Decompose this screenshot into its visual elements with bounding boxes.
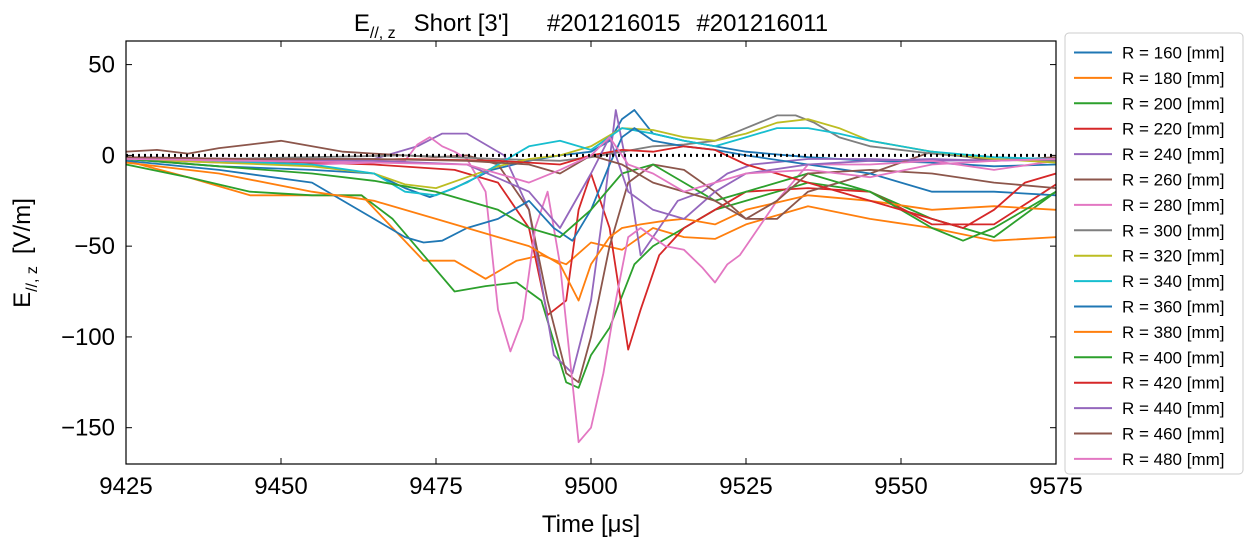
series-line-3: [126, 163, 1056, 389]
series-line-1: [126, 109, 1056, 199]
series-line-5: [126, 109, 1056, 375]
x-tick-label: 9425: [99, 473, 152, 500]
title-shot-2: #201216011: [696, 10, 828, 37]
series-line-4: [126, 156, 1056, 351]
x-axis-label: Time [μs]: [542, 511, 640, 538]
x-tick-label: 9575: [1029, 473, 1082, 500]
series-line-17: [126, 136, 1056, 193]
legend-label: R = 260 [mm]: [1122, 171, 1225, 190]
series-line-7: [126, 136, 1056, 444]
legend-label: R = 180 [mm]: [1122, 69, 1225, 88]
y-axis-label-subscript: //, z: [24, 266, 41, 292]
y-axis-label-unit: [V/m]: [9, 198, 36, 254]
title-symbol-subscript: //, z: [370, 25, 396, 42]
legend-label: R = 420 [mm]: [1122, 374, 1225, 393]
series-line-13: [126, 158, 1056, 242]
legend: R = 160 [mm] R = 180 [mm] R = 200 [mm] R = …: [1064, 32, 1244, 475]
y-tick-label: −150: [61, 415, 115, 442]
y-tick-label: 0: [102, 142, 115, 169]
legend-label: R = 380 [mm]: [1122, 323, 1225, 342]
y-tick-label: 50: [88, 52, 115, 79]
legend-frame: [1064, 32, 1244, 475]
series-line-6: [126, 139, 1056, 384]
legend-label: R = 340 [mm]: [1122, 272, 1225, 291]
legend-label: R = 460 [mm]: [1122, 425, 1225, 444]
legend-label: R = 440 [mm]: [1122, 399, 1225, 418]
y-axis-label: E//, z [V/m]: [9, 198, 41, 308]
x-tick-label: 9550: [874, 473, 927, 500]
legend-label: R = 400 [mm]: [1122, 348, 1225, 367]
x-tick-label: 9450: [254, 473, 307, 500]
title-shot-1: #201216015: [547, 10, 680, 37]
x-tick-label: 9475: [409, 473, 462, 500]
chart-title: E//, z Short [3'] #201216015 #201216011: [354, 10, 828, 42]
series-line-12: [126, 161, 1056, 302]
title-symbol: E: [354, 10, 370, 37]
series-line-10: [126, 127, 1056, 197]
legend-label: R = 240 [mm]: [1122, 145, 1225, 164]
series-line-9: [126, 118, 1056, 190]
legend-label: R = 300 [mm]: [1122, 221, 1225, 240]
y-axis-label-symbol: E: [9, 292, 36, 308]
axes: 9425 9450 9475 9500 9525 9550 9575 50 0 −50 −100 −1…: [61, 41, 1083, 500]
plot-frame: [125, 40, 1057, 465]
y-tick-label: −50: [74, 233, 115, 260]
y-tick-label: −100: [61, 324, 115, 351]
x-tick-label: 9525: [719, 473, 772, 500]
legend-label: R = 220 [mm]: [1122, 120, 1225, 139]
legend-label: R = 200 [mm]: [1122, 94, 1225, 113]
plot-lines: [126, 109, 1056, 444]
title-text: Short [3']: [414, 10, 509, 37]
series-line-16: [126, 154, 1056, 220]
x-tick-label: 9500: [564, 473, 617, 500]
legend-label: R = 280 [mm]: [1122, 196, 1225, 215]
legend-label: R = 480 [mm]: [1122, 450, 1225, 469]
legend-label: R = 360 [mm]: [1122, 298, 1225, 317]
legend-label: R = 320 [mm]: [1122, 247, 1225, 266]
legend-label: R = 160 [mm]: [1122, 44, 1225, 63]
